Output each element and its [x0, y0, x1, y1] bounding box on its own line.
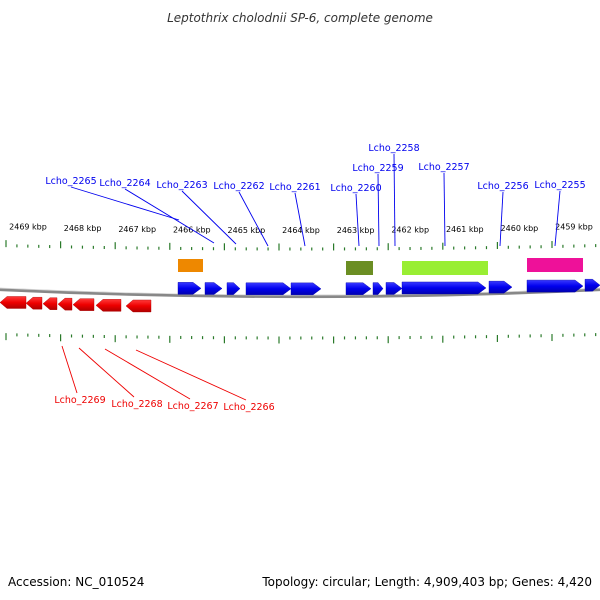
forward-gene-arrow [385, 282, 403, 295]
forward-gene-arrow [372, 282, 384, 295]
forward-gene-arrow [401, 281, 487, 295]
forward-gene-track [177, 278, 600, 296]
feature-block-lime [402, 261, 488, 275]
reverse-gene-arrow [42, 297, 58, 310]
forward-gene-leader-line [70, 186, 180, 221]
reverse-gene-label: Lcho_2269 [54, 395, 105, 406]
reverse-gene-labels: Lcho_2269 Lcho_2268 Lcho_2267 Lcho_2266 [54, 345, 275, 413]
forward-gene-label: Lcho_2261 [269, 182, 320, 193]
reverse-gene-arrow [125, 299, 152, 313]
tick-marks-top [5, 240, 597, 251]
reverse-gene-arrow [25, 296, 43, 310]
kbp-tick-label: 2465 kbp [228, 226, 266, 235]
map-title: Leptothrix cholodnii SP-6, complete geno… [167, 11, 433, 25]
forward-gene-arrow [345, 282, 372, 295]
forward-gene-arrow [488, 280, 513, 294]
forward-gene-leader-line [355, 193, 360, 247]
genome-backbone-highlight [0, 287, 600, 296]
feature-block-orange [178, 259, 203, 272]
forward-gene-label: Lcho_2263 [156, 180, 207, 191]
kbp-tick-label: 2467 kbp [118, 225, 156, 234]
reverse-gene-track [0, 296, 152, 313]
forward-gene-label: Lcho_2264 [99, 178, 150, 189]
forward-gene-label: Lcho_2255 [534, 180, 585, 191]
reverse-gene-leader-line [78, 347, 135, 398]
reverse-gene-leader-line [135, 349, 247, 401]
forward-gene-leader-line [294, 192, 306, 247]
forward-gene-arrow [584, 278, 600, 292]
kbp-tick-label: 2468 kbp [64, 224, 102, 233]
forward-gene-arrow [245, 282, 292, 296]
kbp-tick-label: 2463 kbp [337, 226, 375, 235]
kbp-tick-label: 2460 kbp [501, 224, 539, 233]
reverse-gene-arrow [95, 299, 122, 312]
kbp-labels: 2469 kbp 2468 kbp 2467 kbp 2466 kbp 2465 kbp… [9, 223, 593, 236]
reverse-gene-label: Lcho_2266 [223, 402, 274, 413]
forward-gene-arrow [290, 282, 322, 296]
kbp-tick-label: 2466 kbp [173, 226, 211, 235]
accession-text: Accession: NC_010524 [8, 575, 144, 589]
reverse-gene-leader-line [61, 345, 78, 394]
forward-gene-label: Lcho_2265 [45, 176, 96, 187]
tick-marks-bottom [5, 333, 597, 344]
forward-gene-arrow [204, 282, 223, 295]
forward-gene-leader-line [181, 190, 237, 245]
kbp-tick-label: 2459 kbp [555, 223, 593, 232]
forward-gene-leader-line [443, 172, 446, 247]
kbp-tick-label: 2464 kbp [282, 226, 320, 235]
forward-gene-leader-line [124, 188, 215, 244]
feature-block-olive [346, 261, 373, 275]
forward-gene-leader-line [554, 190, 561, 247]
feature-block-pink [527, 258, 583, 272]
forward-gene-label: Lcho_2257 [418, 162, 469, 173]
forward-gene-arrow [526, 279, 584, 293]
feature-track [178, 258, 583, 275]
genome-summary-text: Topology: circular; Length: 4,909,403 bp… [261, 575, 592, 589]
forward-gene-label: Lcho_2262 [213, 181, 264, 192]
reverse-gene-label: Lcho_2267 [167, 401, 218, 412]
forward-gene-label: Lcho_2259 [352, 163, 403, 174]
kbp-tick-label: 2462 kbp [391, 226, 429, 235]
forward-gene-label: Lcho_2260 [330, 183, 381, 194]
forward-gene-label: Lcho_2256 [477, 181, 528, 192]
forward-gene-arrow [177, 282, 202, 295]
reverse-gene-arrow [57, 297, 73, 311]
reverse-gene-label: Lcho_2268 [111, 399, 162, 410]
forward-gene-label: Lcho_2258 [368, 143, 419, 154]
kbp-tick-label: 2469 kbp [9, 223, 47, 232]
forward-gene-arrow [226, 282, 241, 295]
kbp-tick-label: 2461 kbp [446, 225, 484, 234]
forward-gene-leader-line [499, 191, 504, 247]
forward-gene-leader-line [377, 173, 380, 247]
reverse-gene-leader-line [104, 348, 191, 400]
reverse-gene-arrow [72, 298, 95, 311]
reverse-gene-arrow [0, 296, 27, 309]
forward-gene-labels: Lcho_2265 Lcho_2264 Lcho_2263 Lcho_2262 Lcho… [45, 143, 586, 247]
forward-gene-leader-line [238, 191, 269, 247]
genome-backbone [0, 287, 600, 299]
forward-gene-leader-line [393, 153, 396, 247]
